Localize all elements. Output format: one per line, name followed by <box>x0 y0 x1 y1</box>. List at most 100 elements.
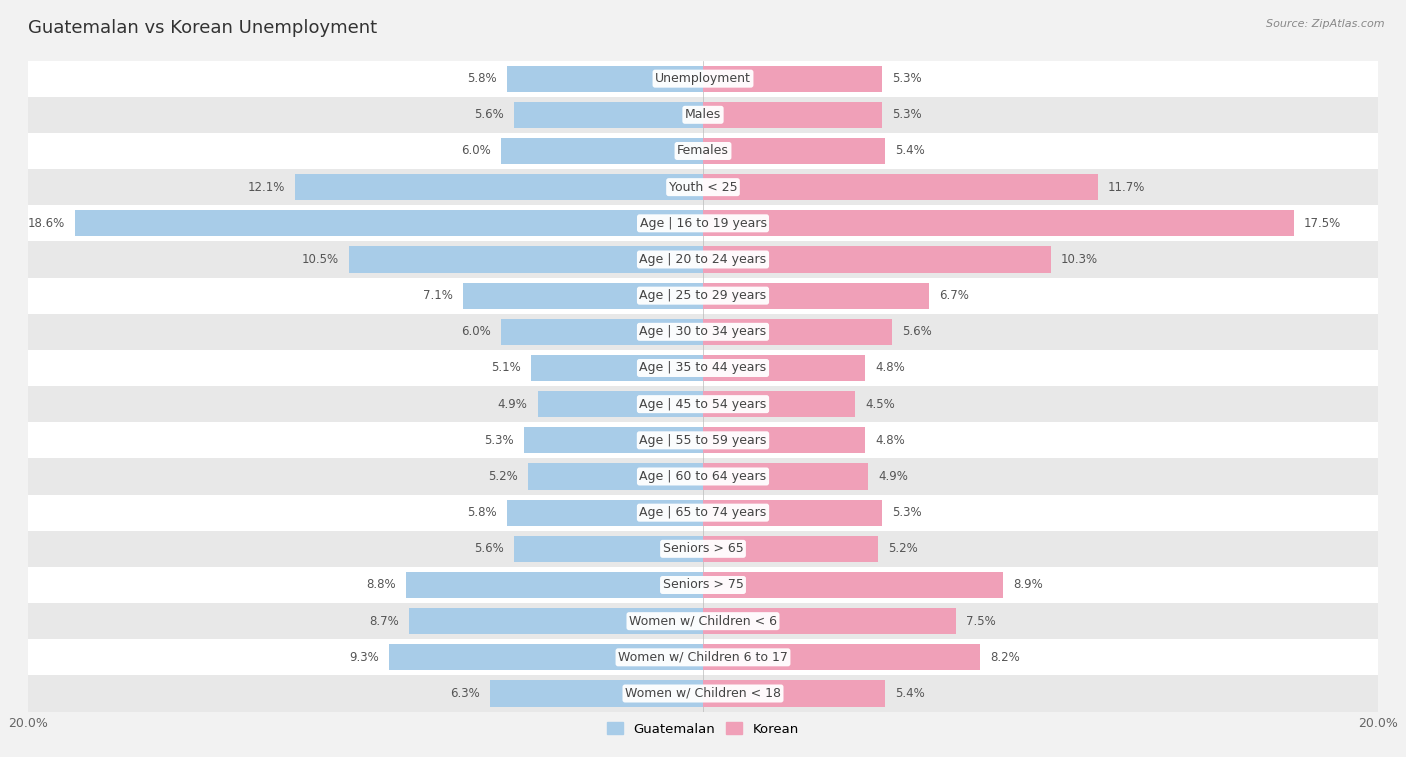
Text: 5.3%: 5.3% <box>891 506 921 519</box>
Text: 6.0%: 6.0% <box>461 326 491 338</box>
Bar <box>28 205 1378 241</box>
Bar <box>703 608 956 634</box>
Bar <box>28 169 1378 205</box>
Text: Unemployment: Unemployment <box>655 72 751 85</box>
Text: 4.8%: 4.8% <box>875 434 905 447</box>
Bar <box>703 572 1004 598</box>
Bar <box>703 463 869 490</box>
Text: 6.0%: 6.0% <box>461 145 491 157</box>
Bar <box>703 282 929 309</box>
Text: Age | 45 to 54 years: Age | 45 to 54 years <box>640 397 766 410</box>
Text: Age | 16 to 19 years: Age | 16 to 19 years <box>640 217 766 230</box>
Text: 4.8%: 4.8% <box>875 362 905 375</box>
Bar <box>501 319 703 345</box>
Text: 12.1%: 12.1% <box>247 181 284 194</box>
Text: 4.9%: 4.9% <box>498 397 527 410</box>
Text: Women w/ Children < 6: Women w/ Children < 6 <box>628 615 778 628</box>
Bar <box>703 355 865 381</box>
Text: Women w/ Children 6 to 17: Women w/ Children 6 to 17 <box>619 651 787 664</box>
Text: Youth < 25: Youth < 25 <box>669 181 737 194</box>
Bar <box>28 494 1378 531</box>
Text: Age | 60 to 64 years: Age | 60 to 64 years <box>640 470 766 483</box>
Text: 11.7%: 11.7% <box>1108 181 1146 194</box>
Bar <box>515 536 703 562</box>
Text: Age | 35 to 44 years: Age | 35 to 44 years <box>640 362 766 375</box>
Text: Seniors > 65: Seniors > 65 <box>662 542 744 556</box>
Bar <box>703 644 980 671</box>
Text: 8.9%: 8.9% <box>1014 578 1043 591</box>
Bar <box>508 500 703 525</box>
Bar <box>491 681 703 706</box>
Bar <box>409 608 703 634</box>
Bar <box>703 101 882 128</box>
Bar <box>703 247 1050 273</box>
Bar <box>28 241 1378 278</box>
Bar <box>28 459 1378 494</box>
Bar <box>28 313 1378 350</box>
Text: 5.6%: 5.6% <box>474 108 503 121</box>
Text: 5.3%: 5.3% <box>485 434 515 447</box>
Text: Women w/ Children < 18: Women w/ Children < 18 <box>626 687 780 700</box>
Text: 7.5%: 7.5% <box>966 615 995 628</box>
Text: 5.6%: 5.6% <box>474 542 503 556</box>
Text: 5.4%: 5.4% <box>896 687 925 700</box>
Bar <box>295 174 703 200</box>
Bar <box>703 210 1294 236</box>
Bar <box>515 101 703 128</box>
Text: 5.8%: 5.8% <box>468 72 498 85</box>
Text: Age | 55 to 59 years: Age | 55 to 59 years <box>640 434 766 447</box>
Text: 4.5%: 4.5% <box>865 397 894 410</box>
Bar <box>501 138 703 164</box>
Text: 8.8%: 8.8% <box>367 578 396 591</box>
Bar <box>703 681 886 706</box>
Text: 5.4%: 5.4% <box>896 145 925 157</box>
Bar <box>703 174 1098 200</box>
Bar <box>703 319 891 345</box>
Text: 8.7%: 8.7% <box>370 615 399 628</box>
Bar <box>28 567 1378 603</box>
Bar <box>28 639 1378 675</box>
Text: Source: ZipAtlas.com: Source: ZipAtlas.com <box>1267 19 1385 29</box>
Text: 10.3%: 10.3% <box>1060 253 1098 266</box>
Bar <box>389 644 703 671</box>
Bar <box>703 427 865 453</box>
Bar <box>464 282 703 309</box>
Bar <box>703 66 882 92</box>
Legend: Guatemalan, Korean: Guatemalan, Korean <box>602 717 804 741</box>
Bar <box>531 355 703 381</box>
Text: Age | 30 to 34 years: Age | 30 to 34 years <box>640 326 766 338</box>
Bar <box>76 210 703 236</box>
Text: 7.1%: 7.1% <box>423 289 453 302</box>
Text: Seniors > 75: Seniors > 75 <box>662 578 744 591</box>
Text: Age | 20 to 24 years: Age | 20 to 24 years <box>640 253 766 266</box>
Bar <box>28 97 1378 133</box>
Text: Males: Males <box>685 108 721 121</box>
Text: 6.3%: 6.3% <box>450 687 481 700</box>
Bar <box>537 391 703 417</box>
Bar <box>28 675 1378 712</box>
Bar <box>28 386 1378 422</box>
Text: 5.1%: 5.1% <box>491 362 520 375</box>
Text: 17.5%: 17.5% <box>1303 217 1341 230</box>
Text: Age | 65 to 74 years: Age | 65 to 74 years <box>640 506 766 519</box>
Bar <box>28 603 1378 639</box>
Bar <box>508 66 703 92</box>
Text: 5.3%: 5.3% <box>891 72 921 85</box>
Text: 5.6%: 5.6% <box>903 326 932 338</box>
Text: Age | 25 to 29 years: Age | 25 to 29 years <box>640 289 766 302</box>
Text: 8.2%: 8.2% <box>990 651 1019 664</box>
Bar <box>28 350 1378 386</box>
Text: 4.9%: 4.9% <box>879 470 908 483</box>
Text: 5.3%: 5.3% <box>891 108 921 121</box>
Bar <box>28 133 1378 169</box>
Bar <box>28 61 1378 97</box>
Bar <box>703 500 882 525</box>
Text: 10.5%: 10.5% <box>301 253 339 266</box>
Text: 6.7%: 6.7% <box>939 289 969 302</box>
Bar <box>28 422 1378 459</box>
Bar <box>524 427 703 453</box>
Text: 5.2%: 5.2% <box>889 542 918 556</box>
Bar <box>703 536 879 562</box>
Text: Females: Females <box>678 145 728 157</box>
Text: Guatemalan vs Korean Unemployment: Guatemalan vs Korean Unemployment <box>28 19 377 37</box>
